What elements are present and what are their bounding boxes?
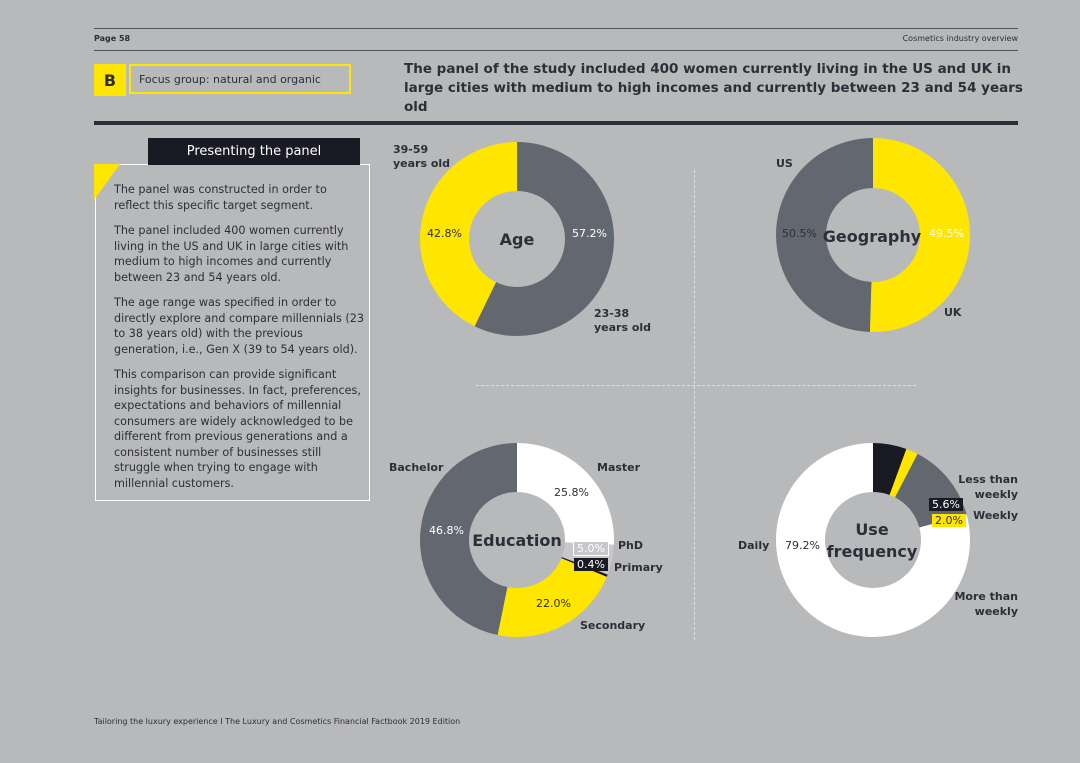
freq-legend-daily: Daily <box>738 539 770 552</box>
geo-label-uk: 49.5% <box>929 227 964 240</box>
geo-label-us: 50.5% <box>782 227 817 240</box>
donut-slice-secondary <box>497 558 607 637</box>
freq-legend-less-weekly: Less than weekly <box>958 473 1018 501</box>
freq-legend-weekly: Weekly <box>973 509 1018 522</box>
page-footer: Tailoring the luxury experience I The Lu… <box>94 717 461 726</box>
donut-slice-less-than-weekly <box>873 443 907 495</box>
panel-paragraph: This comparison can provide significant … <box>114 368 361 490</box>
vertical-divider <box>694 170 695 640</box>
section-title: Focus group: natural and organic <box>129 64 351 94</box>
edu-label-phd: 5.0% <box>573 541 609 556</box>
panel-paragraph: The panel included 400 women currently l… <box>114 224 349 284</box>
age-label-older: 42.8% <box>427 227 462 240</box>
donut-slice-uk <box>775 137 873 332</box>
edu-label-master: 25.8% <box>554 486 589 499</box>
page-headline: The panel of the study included 400 wome… <box>404 61 1023 115</box>
panel-paragraph: The panel was constructed in order to re… <box>114 183 327 212</box>
freq-legend-more-weekly: More than weekly <box>954 590 1018 618</box>
freq-label-daily: 79.2% <box>785 539 820 552</box>
donut-slice-master <box>517 443 614 545</box>
section-topic: Cosmetics industry overview <box>902 34 1018 43</box>
edu-legend-bachelor: Bachelor <box>389 461 444 474</box>
edu-label-bachelor: 46.8% <box>429 524 464 537</box>
donut-slice-daily <box>776 443 971 637</box>
headline-rule <box>94 121 1018 125</box>
edu-legend-phd: PhD <box>618 539 644 552</box>
edu-legend-primary: Primary <box>614 561 663 574</box>
panel-corner-accent <box>94 164 120 200</box>
donut-slice-us <box>869 138 970 332</box>
panel-text: The panel was constructed in order to re… <box>114 182 364 501</box>
edu-legend-master: Master <box>597 461 641 474</box>
geo-chart-title: Geography <box>822 227 922 246</box>
header-rule-top <box>94 28 1018 29</box>
donut-slice-bachelor <box>420 443 517 636</box>
edu-label-primary: 0.4% <box>574 558 608 571</box>
header-rule-bottom <box>94 50 1018 51</box>
panel-paragraph: The age range was specified in order to … <box>114 296 365 356</box>
edu-label-secondary: 22.0% <box>536 597 571 610</box>
freq-label-less-weekly: 5.6% <box>929 498 963 511</box>
age-chart-title: Age <box>499 230 535 249</box>
edu-chart-title: Education <box>472 531 562 550</box>
age-legend-older: 39-59 years old <box>393 143 451 170</box>
freq-label-more-weekly: 13.2% <box>929 548 964 561</box>
geo-legend-us: US <box>776 157 793 170</box>
horizontal-divider <box>476 385 916 386</box>
section-badge: B <box>94 64 126 96</box>
donut-slice-39-59-years-old <box>419 142 517 327</box>
donut-slice-weekly <box>889 448 918 498</box>
age-label-younger: 57.2% <box>572 227 607 240</box>
edu-legend-secondary: Secondary <box>580 619 646 632</box>
age-legend-younger: 23-38 years old <box>594 307 652 334</box>
panel-title: Presenting the panel <box>148 138 360 165</box>
geo-legend-uk: UK <box>944 306 962 319</box>
freq-label-weekly: 2.0% <box>932 514 966 527</box>
donut-slice-23-38-years-old <box>474 142 614 336</box>
page-number: Page 58 <box>94 34 131 43</box>
freq-chart-title: Use frequency <box>826 520 918 561</box>
